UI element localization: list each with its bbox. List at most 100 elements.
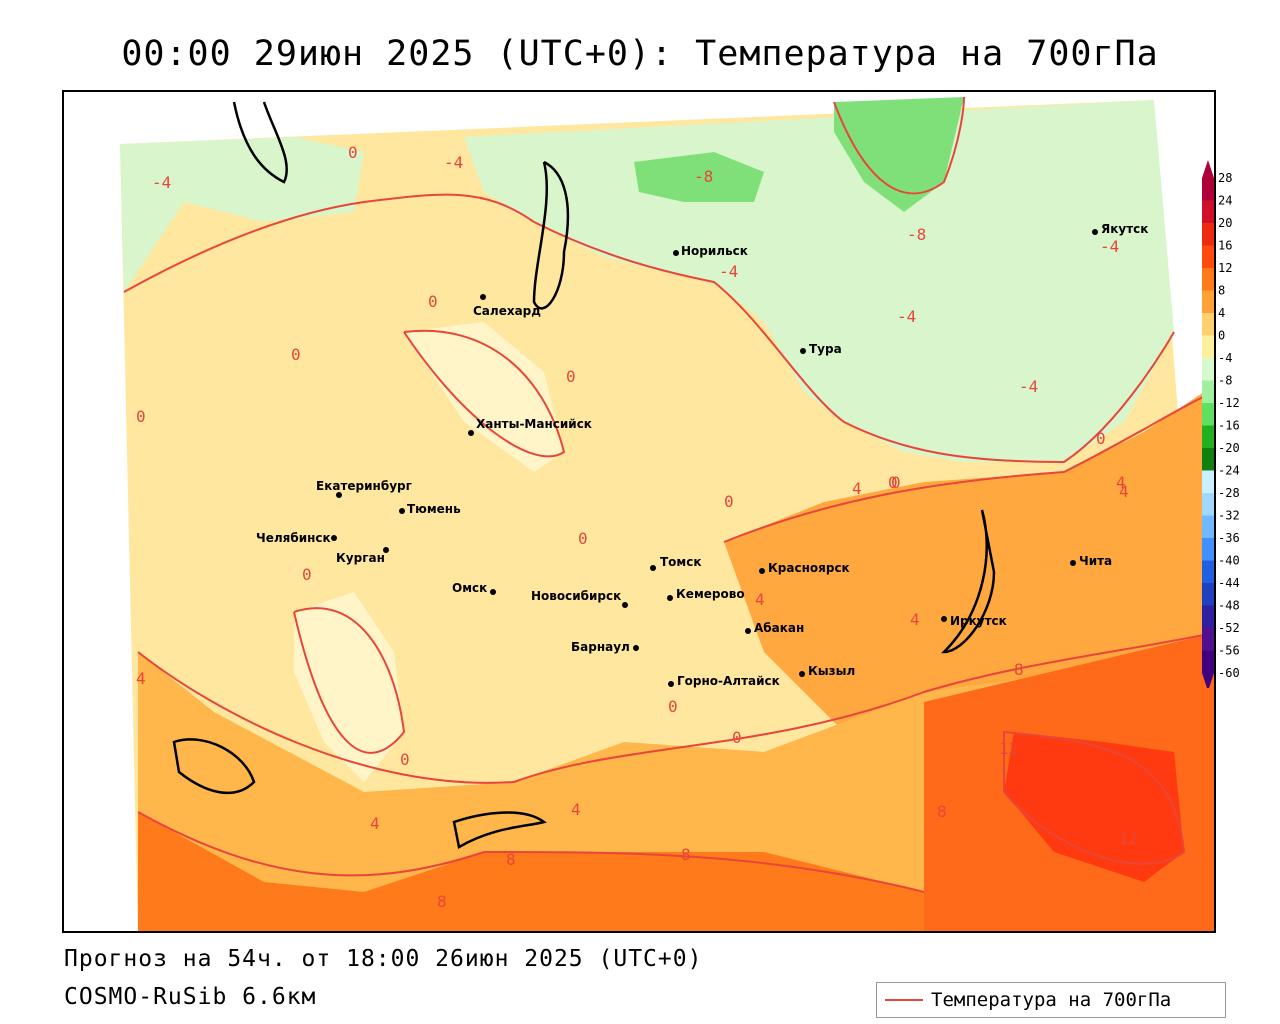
hotter-zone — [1004, 732, 1184, 882]
svg-text:8: 8 — [681, 845, 691, 864]
svg-text:-4: -4 — [897, 307, 916, 326]
scale-tick-label: 0 — [1218, 329, 1225, 343]
svg-text:8: 8 — [1014, 660, 1024, 679]
scale-tick-label: 16 — [1218, 239, 1232, 253]
scale-swatch — [1202, 358, 1214, 381]
svg-text:0: 0 — [400, 750, 410, 769]
city-label-salekhard: Салехард — [473, 304, 541, 318]
scale-tick-label: -28 — [1218, 486, 1240, 500]
svg-text:12: 12 — [1119, 829, 1138, 848]
svg-text:8: 8 — [506, 850, 516, 869]
scale-swatch — [1202, 605, 1214, 628]
city-label-khanty-mansiysk: Ханты-Мансийск — [476, 417, 592, 431]
svg-text:8: 8 — [937, 802, 947, 821]
scale-swatch — [1202, 268, 1214, 291]
scale-tick-label: -20 — [1218, 441, 1240, 455]
scale-tick-label: -24 — [1218, 464, 1240, 478]
scale-swatch — [1202, 223, 1214, 246]
map-title: 00:00 29июн 2025 (UTC+0): Температура на… — [121, 34, 1159, 74]
city-label-novosibirsk: Новосибирск — [531, 589, 621, 603]
scale-swatch — [1202, 313, 1214, 336]
scale-swatch — [1202, 245, 1214, 268]
city-markers — [331, 229, 1098, 687]
scale-tick-label: -60 — [1218, 666, 1240, 680]
scale-swatch — [1202, 470, 1214, 493]
city-label-omsk: Омск — [452, 581, 487, 595]
city-label-yakutsk: Якутск — [1101, 222, 1148, 236]
scale-tick-label: -40 — [1218, 554, 1240, 568]
svg-text:-8: -8 — [694, 167, 713, 186]
scale-swatch — [1202, 200, 1214, 223]
warm-zone-east — [724, 392, 1214, 732]
city-label-chelyabinsk: Челябинск — [256, 531, 331, 545]
svg-text:4: 4 — [852, 479, 862, 498]
city-label-gorno-altaysk: Горно-Алтайск — [677, 674, 780, 688]
scale-tick-label: -16 — [1218, 419, 1240, 433]
scale-swatch — [1202, 290, 1214, 313]
svg-text:0: 0 — [566, 367, 576, 386]
city-label-kurgan: Курган — [336, 551, 385, 565]
city-label-krasnoyarsk: Красноярск — [768, 561, 850, 575]
svg-text:0: 0 — [136, 407, 146, 426]
scale-bottom-arrow — [1202, 673, 1214, 691]
map-area: Якутск Норильск Салехард Тура Ханты-Манс… — [62, 90, 1216, 933]
city-label-yekaterinburg: Екатеринбург — [316, 479, 412, 493]
scale-swatch — [1202, 650, 1214, 673]
scale-swatch — [1202, 448, 1214, 471]
scale-tick-label: -12 — [1218, 396, 1240, 410]
city-label-tomsk: Томск — [660, 555, 702, 569]
svg-text:0: 0 — [724, 492, 734, 511]
scale-swatch — [1202, 425, 1214, 448]
svg-text:-4: -4 — [152, 173, 171, 192]
svg-text:0: 0 — [302, 565, 312, 584]
city-labels: Якутск Норильск Салехард Тура Ханты-Манс… — [256, 222, 1148, 688]
city-label-tura: Тура — [809, 342, 842, 356]
city-label-kemerovo: Кемерово — [676, 587, 745, 601]
scale-tick-label: 8 — [1218, 284, 1225, 298]
svg-text:0: 0 — [668, 697, 678, 716]
scale-tick-label: 20 — [1218, 216, 1232, 230]
svg-text:4: 4 — [910, 610, 920, 629]
scale-tick-label: 4 — [1218, 306, 1225, 320]
svg-text:0: 0 — [732, 728, 742, 747]
svg-text:4: 4 — [136, 669, 146, 688]
city-label-chita: Чита — [1079, 554, 1112, 568]
scale-top-arrow — [1202, 160, 1214, 178]
map-legend: Температура на 700гПа — [876, 982, 1226, 1018]
scale-tick-label: -4 — [1218, 351, 1232, 365]
cold-zone-nw — [120, 137, 364, 292]
legend-label: Температура на 700гПа — [931, 989, 1172, 1011]
hot-zone-s — [138, 812, 924, 931]
svg-text:-4: -4 — [1100, 237, 1119, 256]
scale-tick-label: -56 — [1218, 644, 1240, 658]
legend-line-swatch — [885, 999, 923, 1001]
svg-text:0: 0 — [1096, 429, 1106, 448]
city-label-irkutsk: Иркутск — [950, 614, 1007, 628]
svg-text:-4: -4 — [1019, 377, 1038, 396]
svg-text:4: 4 — [571, 800, 581, 819]
svg-text:-8: -8 — [907, 225, 926, 244]
temperature-map: Якутск Норильск Салехард Тура Ханты-Манс… — [120, 96, 1214, 931]
scale-tick-label: -32 — [1218, 509, 1240, 523]
svg-text:4: 4 — [755, 590, 765, 609]
svg-text:0: 0 — [428, 292, 438, 311]
svg-text:0: 0 — [348, 143, 358, 162]
svg-text:8: 8 — [437, 892, 447, 911]
scale-swatch — [1202, 178, 1214, 201]
svg-text:-4: -4 — [719, 262, 738, 281]
svg-text:0: 0 — [291, 345, 301, 364]
svg-text:0: 0 — [891, 473, 901, 492]
pale-patch-2 — [404, 322, 564, 472]
city-label-barnaul: Барнаул — [571, 640, 630, 654]
scale-swatch — [1202, 403, 1214, 426]
scale-swatch — [1202, 560, 1214, 583]
scale-swatch — [1202, 538, 1214, 561]
city-label-kyzyl: Кызыл — [808, 664, 855, 678]
color-scale: 28 24 20 16 12 8 4 0 -4 -8 -12 -16 -20 -24 -28 -32 -36 -4… — [1198, 158, 1258, 691]
svg-text:0: 0 — [888, 473, 898, 492]
scale-swatch — [1202, 380, 1214, 403]
city-label-abakan: Абакан — [754, 621, 804, 635]
scale-tick-label: 28 — [1218, 171, 1232, 185]
scale-tick-label: -36 — [1218, 531, 1240, 545]
forecast-info: Прогноз на 54ч. от 18:00 26июн 2025 (UTC… — [64, 946, 703, 972]
